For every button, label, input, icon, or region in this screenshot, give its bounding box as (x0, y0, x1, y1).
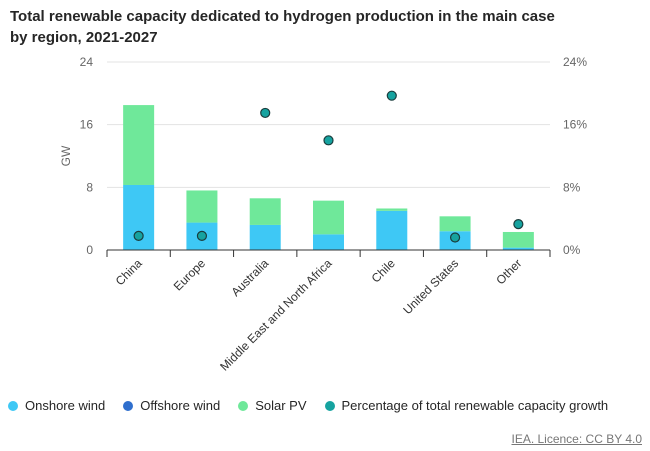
scatter-point (196, 230, 208, 241)
bar-segment (502, 247, 534, 250)
scatter-point (449, 232, 461, 243)
bar-segment (249, 224, 281, 250)
y-tick-label: 0 (86, 243, 93, 257)
y-tick-label: 16 (80, 118, 94, 132)
legend-label: Solar PV (255, 398, 307, 413)
scatter-point (323, 135, 334, 146)
scatter-point (260, 107, 271, 119)
bar-segment (313, 200, 344, 235)
y-axis-label: GW (59, 145, 73, 166)
x-tick-label: Australia (228, 256, 271, 299)
legend-swatch-icon (8, 400, 18, 411)
y2-tick-label: 0% (563, 243, 581, 257)
legend-item-offshore-wind[interactable]: Offshore wind (123, 398, 220, 413)
bars (123, 105, 534, 250)
bar-segment (123, 105, 155, 185)
source-link[interactable]: IEA. Licence: CC BY 4.0 (511, 432, 642, 446)
bar-segment (186, 190, 218, 223)
y2-tick-label: 24% (563, 55, 587, 69)
legend-swatch-icon (238, 400, 249, 411)
x-tick-label: Europe (171, 256, 208, 293)
legend-label: Percentage of total renewable capacity g… (341, 398, 609, 413)
legend-item-growth-percentage[interactable]: Percentage of total renewable capacity g… (324, 398, 609, 413)
y2-tick-label: 16% (563, 118, 587, 132)
legend-swatch-icon (123, 400, 134, 411)
scatter-point (513, 219, 524, 230)
scatter-point (133, 230, 144, 241)
y2-tick-label: 8% (563, 180, 581, 194)
bar-segment (249, 198, 281, 225)
legend-item-solar-pv[interactable]: Solar PV (238, 398, 307, 413)
legend-item-onshore-wind[interactable]: Onshore wind (8, 398, 105, 413)
scatter-point (386, 90, 397, 101)
chart-plot: 0 0% 8 8% 16 16% 24 24% China Europe AustraliaMidd… (59, 55, 587, 374)
y-tick-label: 24 (80, 55, 94, 69)
bar-segment (376, 210, 408, 250)
legend-swatch-icon (324, 400, 335, 411)
legend-label: Offshore wind (140, 398, 221, 413)
x-tick-label: China (113, 256, 145, 288)
bar-segment (376, 208, 408, 211)
bar-segment (439, 216, 471, 232)
bar-segment (502, 231, 534, 248)
x-tick-label: Middle East and North Africa (217, 256, 335, 374)
legend: Onshore wind Offshore wind Solar PV Perc… (8, 398, 608, 413)
bar-segment (313, 234, 344, 250)
x-tick-label: Chile (369, 256, 398, 285)
legend-label: Onshore wind (25, 398, 106, 413)
x-tick-label: United States (400, 256, 461, 317)
gridlines (107, 61, 550, 188)
growth-points (133, 90, 524, 243)
x-tick-label: Other (493, 256, 524, 287)
y-tick-label: 8 (86, 180, 93, 194)
chart-title: Total renewable capacity dedicated to hy… (10, 8, 555, 46)
